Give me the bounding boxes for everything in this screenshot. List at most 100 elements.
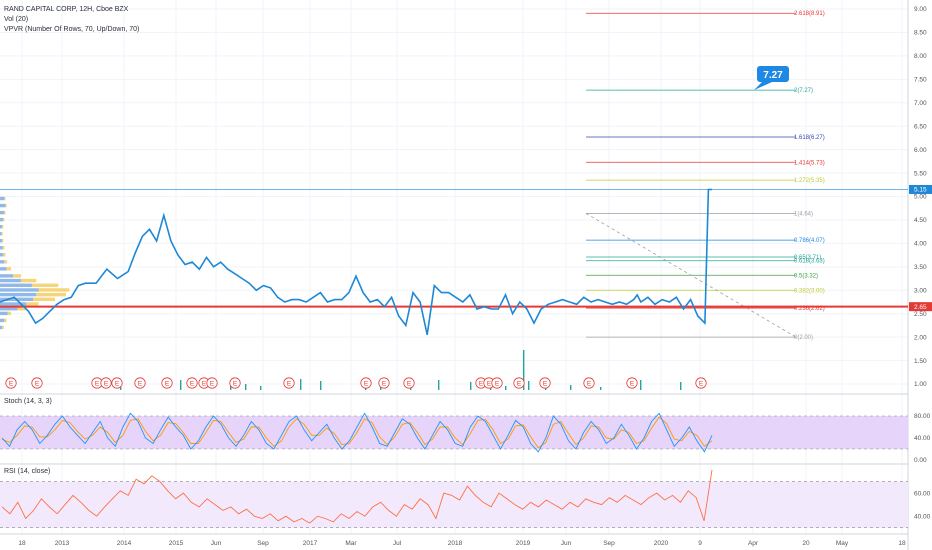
earnings-marker-label: E	[479, 381, 484, 388]
earnings-marker[interactable]	[491, 377, 503, 389]
time-axis-tick: 2018	[448, 540, 463, 547]
vol-indicator-label[interactable]: Vol (20)	[4, 16, 28, 23]
volume-bar	[600, 387, 602, 390]
fib-extension[interactable]: 0(2.00) 0.236(2.62) 0.382(3.00) 0.5(3.32) 0.…	[586, 11, 825, 341]
earnings-marker[interactable]	[378, 377, 390, 389]
price-axis-tick: 2.50	[914, 311, 927, 318]
earnings-marker[interactable]	[134, 377, 146, 389]
earnings-marker[interactable]	[186, 377, 198, 389]
earnings-marker-label: E	[138, 381, 143, 388]
stoch-axis-tick: 40.00	[914, 435, 931, 442]
vpvr-up-bar	[0, 267, 7, 271]
time-axis-tick: 18	[898, 540, 906, 547]
earnings-marker-label: E	[487, 381, 492, 388]
earnings-marker[interactable]	[539, 377, 551, 389]
rsi-pane-label[interactable]: RSI (14, close)	[4, 468, 50, 475]
vpvr-down-bar	[3, 253, 6, 257]
last-price-tag-label: 5.15	[914, 187, 927, 194]
volume-bar	[300, 379, 302, 390]
stoch-d-line	[1, 416, 713, 449]
earnings-marker-label: E	[587, 381, 592, 388]
vpvr-down-bar	[2, 239, 4, 243]
price-axis-tick: 7.50	[914, 77, 927, 84]
rsi-axis: 60.00 40.00	[914, 490, 931, 520]
vpvr-down-bar	[3, 217, 5, 222]
price-axis-tick: 7.00	[914, 100, 927, 107]
vpvr-up-bar	[0, 307, 18, 311]
volume-bar	[505, 386, 507, 390]
time-axis-tick: 18	[18, 540, 26, 547]
price-axis-tick: 3.50	[914, 264, 927, 271]
time-axis-tick: Jun	[561, 540, 572, 547]
vpvr-down-bar	[4, 196, 6, 201]
earnings-marker[interactable]	[695, 377, 707, 389]
earnings-marker-label: E	[699, 381, 704, 388]
vpvr-up-bar	[0, 274, 14, 278]
vpvr-up-bar	[0, 217, 4, 222]
earnings-marker[interactable]	[229, 377, 241, 389]
vpvr-down-bar	[31, 283, 59, 287]
earnings-marker[interactable]	[5, 377, 17, 389]
price-axis-tick: 6.00	[914, 147, 927, 154]
vpvr-up-bar	[0, 288, 39, 292]
earnings-marker[interactable]	[206, 377, 218, 389]
time-axis-tick: Apr	[748, 540, 759, 547]
price-axis-tick: 5.00	[914, 194, 927, 201]
earnings-marker[interactable]	[283, 377, 295, 389]
time-axis-tick: Sep	[603, 540, 615, 547]
time-axis-tick: 2020	[654, 540, 669, 547]
earnings-marker[interactable]	[111, 377, 123, 389]
earnings-marker-label: E	[233, 381, 238, 388]
symbol-title[interactable]: RAND CAPITAL CORP, 12H, Cboe BZX	[4, 6, 129, 13]
earnings-marker[interactable]	[161, 377, 173, 389]
callout-label: 7.27	[763, 70, 783, 81]
time-axis-tick: 2015	[169, 540, 184, 547]
time-axis-tick: Mar	[345, 540, 357, 547]
volume-bar	[523, 350, 525, 390]
price-callout[interactable]: 7.27	[754, 66, 789, 91]
stoch-axis: 80.00 40.00 0.00	[914, 413, 931, 464]
fib-level-label: 1(4.64)	[794, 211, 813, 217]
earnings-marker[interactable]	[403, 377, 415, 389]
vpvr-down-bar	[38, 288, 70, 292]
earnings-marker-label: E	[495, 381, 500, 388]
earnings-marker[interactable]	[31, 377, 43, 389]
earnings-marker-label: E	[202, 381, 207, 388]
volume-bar	[680, 382, 682, 390]
earnings-marker[interactable]	[360, 377, 372, 389]
vpvr-up-bar	[0, 239, 3, 243]
vpvr-down-bar	[20, 278, 37, 283]
vpvr-down-bar	[2, 246, 5, 250]
fib-level-label: 2(7.27)	[794, 88, 813, 94]
vpvr-up-bar	[0, 224, 3, 229]
vpvr-down-bar	[4, 210, 6, 215]
vpvr-up-bar	[0, 278, 21, 283]
earnings-marker[interactable]	[100, 377, 112, 389]
price-axis[interactable]: 9.00 8.50 8.00 7.50 7.00 6.50 6.00 5.50 5.00 4.50…	[914, 6, 927, 388]
earnings-marker[interactable]	[626, 377, 638, 389]
stoch-pane-label[interactable]: Stoch (14, 3, 3)	[4, 398, 52, 405]
earnings-marker-label: E	[9, 381, 14, 388]
rsi-band	[0, 481, 908, 528]
earnings-marker-label: E	[210, 381, 215, 388]
earnings-marker-label: E	[517, 381, 522, 388]
price-axis-tick: 4.00	[914, 241, 927, 248]
earnings-marker[interactable]	[513, 377, 525, 389]
time-axis-tick: Sep	[257, 540, 269, 547]
time-axis-tick: Jul	[393, 540, 402, 547]
fib-level-label: 0.236(2.62)	[794, 306, 825, 312]
fib-trend-line[interactable]	[585, 213, 797, 338]
volume-bar	[528, 381, 530, 390]
earnings-marker[interactable]	[583, 377, 595, 389]
time-axis-tick: 20	[802, 540, 810, 547]
earnings-marker-label: E	[407, 381, 412, 388]
vpvr-indicator-label[interactable]: VPVR (Number Of Rows, 70, Up/Down, 70)	[4, 26, 139, 33]
price-axis-tick: 1.50	[914, 358, 927, 365]
fib-level-label: 0.786(4.07)	[794, 238, 825, 244]
volume-bar	[260, 386, 262, 390]
time-axis[interactable]: 18 2013 2014 2015 Jun Sep 2017 Mar Jul 2018 2019 Ju…	[18, 540, 906, 547]
time-axis-tick: 2014	[117, 540, 132, 547]
earnings-marker-label: E	[190, 381, 195, 388]
support-price-tag-box	[909, 302, 932, 312]
